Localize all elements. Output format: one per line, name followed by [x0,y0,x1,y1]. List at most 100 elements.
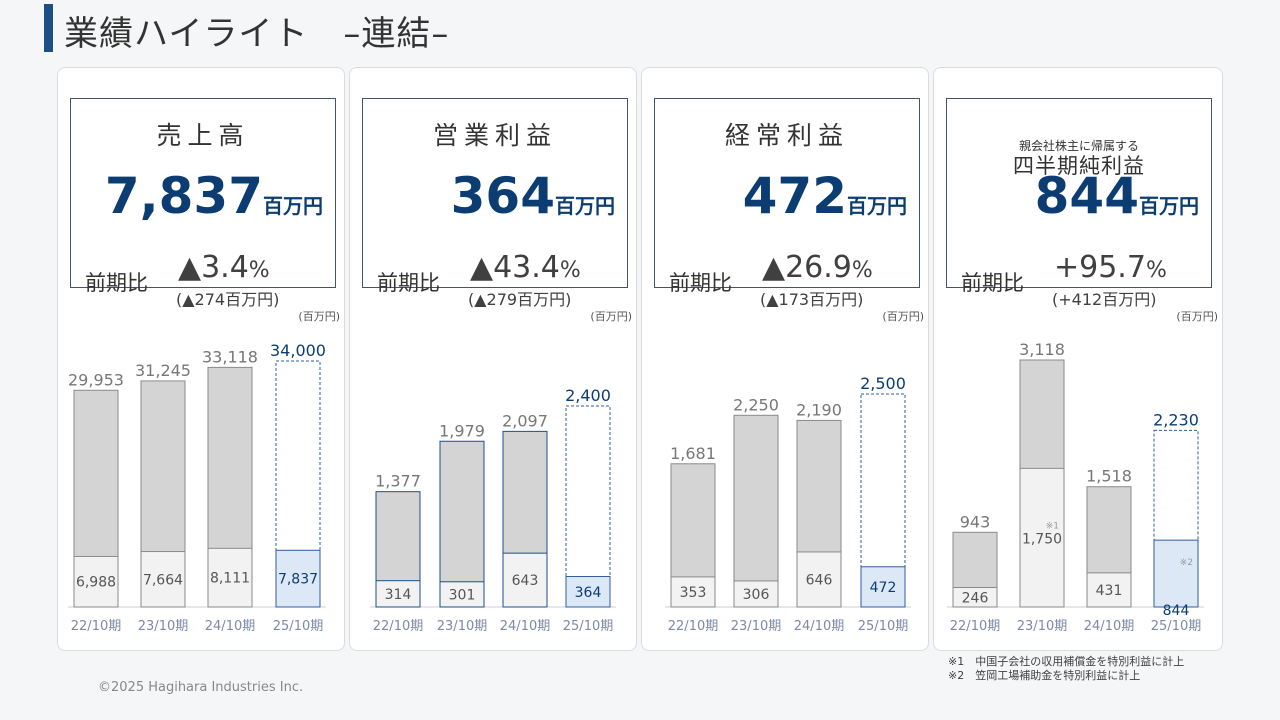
summary-box: 親会社株主に帰属する 四半期純利益 844百万円 前期比 +95.7% (+412… [946,98,1212,309]
card-operating-income: 営業利益 364百万円 前期比 ▲43.4% (▲279百万円) (百万円) 1… [349,67,637,651]
x-tick-label: 24/10期 [794,619,844,634]
y-unit-label: (百万円) [590,310,632,323]
card-sales: 売上高 7,837百万円 前期比 ▲3.4% (▲274百万円) (百万円) 2… [57,67,345,651]
copyright: ©2025 Hagihara Industries Inc. [98,680,304,695]
value-label-full-year: 34,000 [270,341,326,360]
bar-quarter [502,552,548,608]
bar-quarter [952,587,998,608]
value-label-quarter: 1,750 [1022,531,1062,547]
value-label-quarter: 8,111 [210,571,250,587]
value-label-full-year: 1,979 [439,421,485,440]
big-value: 364百万円 [450,167,615,225]
yoy-amount: (▲279百万円) [468,290,572,309]
value-label-full-year: 2,230 [1153,410,1199,429]
bar-quarter [1086,572,1132,608]
x-tick-label: 25/10期 [1151,619,1201,634]
bar-quarter [140,551,186,608]
big-value: 472百万円 [742,167,907,225]
summary-box: 営業利益 364百万円 前期比 ▲43.4% (▲279百万円) [362,98,628,309]
yoy-percent: ▲26.9% [762,250,873,285]
footnote-1: ※1 中国子会社の収用補償金を特別利益に計上 [948,655,1185,668]
value-label-full-year: 943 [960,512,991,531]
x-tick-label: 24/10期 [205,619,255,634]
value-label-quarter: 306 [743,587,770,603]
value-label-full-year: 2,500 [860,374,906,393]
y-unit-label: (百万円) [1176,310,1218,323]
value-label-quarter: 301 [449,587,476,603]
value-label-quarter: 7,837 [278,572,318,588]
bar-forecast-full-year [565,405,611,608]
note-mark: ※1 [1046,521,1059,531]
summary-box: 売上高 7,837百万円 前期比 ▲3.4% (▲274百万円) [70,98,336,309]
note-mark: ※2 [1180,558,1193,568]
yoy-label: 前期比 [669,271,732,295]
x-tick-label: 24/10期 [1084,619,1134,634]
bar-quarter [733,580,779,608]
y-unit-label: (百万円) [882,310,924,323]
x-tick-label: 22/10期 [668,619,718,634]
value-label-quarter: 6,988 [76,575,116,591]
card-title: 営業利益 [363,116,627,152]
x-tick-label: 25/10期 [563,619,613,634]
footnote-2: ※2 笠岡工場補助金を特別利益に計上 [948,669,1141,682]
bar-quarter [375,580,421,608]
card-net-income: 親会社株主に帰属する 四半期純利益 844百万円 前期比 +95.7% (+412… [933,67,1223,651]
x-tick-label: 23/10期 [138,619,188,634]
x-tick-label: 24/10期 [500,619,550,634]
value-label-full-year: 1,518 [1086,467,1132,486]
value-label-full-year: 3,118 [1019,340,1065,359]
big-value: 7,837百万円 [104,167,323,225]
value-label-quarter: 431 [1096,583,1123,599]
yoy-amount: (▲173百万円) [760,290,864,309]
page-title: 業績ハイライト –連結– [64,14,450,54]
bar-quarter [439,581,485,608]
yoy-amount: (+412百万円) [1052,290,1157,309]
bar-chart-net-income: 943 246 22/10期 3,118 1,750※1 23/10期 1,518 431 24… [947,340,1204,634]
bar-full-year [733,414,779,608]
value-label-full-year: 31,245 [135,361,191,380]
x-tick-label: 22/10期 [950,619,1000,634]
yoy-label: 前期比 [961,271,1024,295]
bar-quarter [670,576,716,608]
value-label-quarter: 844 [1163,603,1190,619]
bar-chart-operating-income: 1,377 314 22/10期 1,979 301 23/10期 2,097 643 24/1… [370,386,616,634]
value-label-full-year: 1,681 [670,444,716,463]
value-label-full-year: 2,190 [796,400,842,419]
value-label-full-year: 2,250 [733,395,779,414]
card-title: 経常利益 [655,116,919,152]
card-ordinary-income: 経常利益 472百万円 前期比 ▲26.9% (▲173百万円) (百万円) 1… [641,67,929,651]
value-label-quarter: 7,664 [143,572,183,588]
title-accent-bar [44,4,53,52]
value-label-full-year: 29,953 [68,370,124,389]
bar-quarter [796,551,842,608]
value-label-full-year: 2,097 [502,411,548,430]
summary-box: 経常利益 472百万円 前期比 ▲26.9% (▲173百万円) [654,98,920,309]
x-tick-label: 22/10期 [373,619,423,634]
big-value: 844百万円 [1034,167,1199,225]
value-label-quarter: 646 [806,572,833,588]
yoy-label: 前期比 [85,271,148,295]
card-title: 親会社株主に帰属する 四半期純利益 [947,110,1211,208]
bar-quarter [565,576,611,608]
yoy-percent: ▲3.4% [178,250,270,285]
bar-quarter [1019,467,1065,608]
x-tick-label: 25/10期 [858,619,908,634]
value-label-quarter: 472 [870,580,897,596]
yoy-percent: +95.7% [1054,250,1167,285]
x-tick-label: 23/10期 [437,619,487,634]
bar-chart-sales: 29,953 6,988 22/10期 31,245 7,664 23/10期 33,118… [68,341,326,634]
value-label-full-year: 1,377 [375,472,421,491]
yoy-label: 前期比 [377,271,440,295]
value-label-quarter: 364 [575,585,602,601]
yoy-amount: (▲274百万円) [176,290,280,309]
value-label-full-year: 33,118 [202,347,258,366]
bar-quarter [860,566,906,608]
bar-chart-ordinary-income: 1,681 353 22/10期 2,250 306 23/10期 2,190 646 24/1… [665,374,911,634]
bar-quarter [207,547,253,608]
value-label-quarter: 246 [962,590,989,606]
x-tick-label: 23/10期 [1017,619,1067,634]
bar-quarter [1153,539,1199,608]
value-label-quarter: 314 [385,587,412,603]
value-label-quarter: 353 [680,585,707,601]
bar-quarter [73,555,119,608]
